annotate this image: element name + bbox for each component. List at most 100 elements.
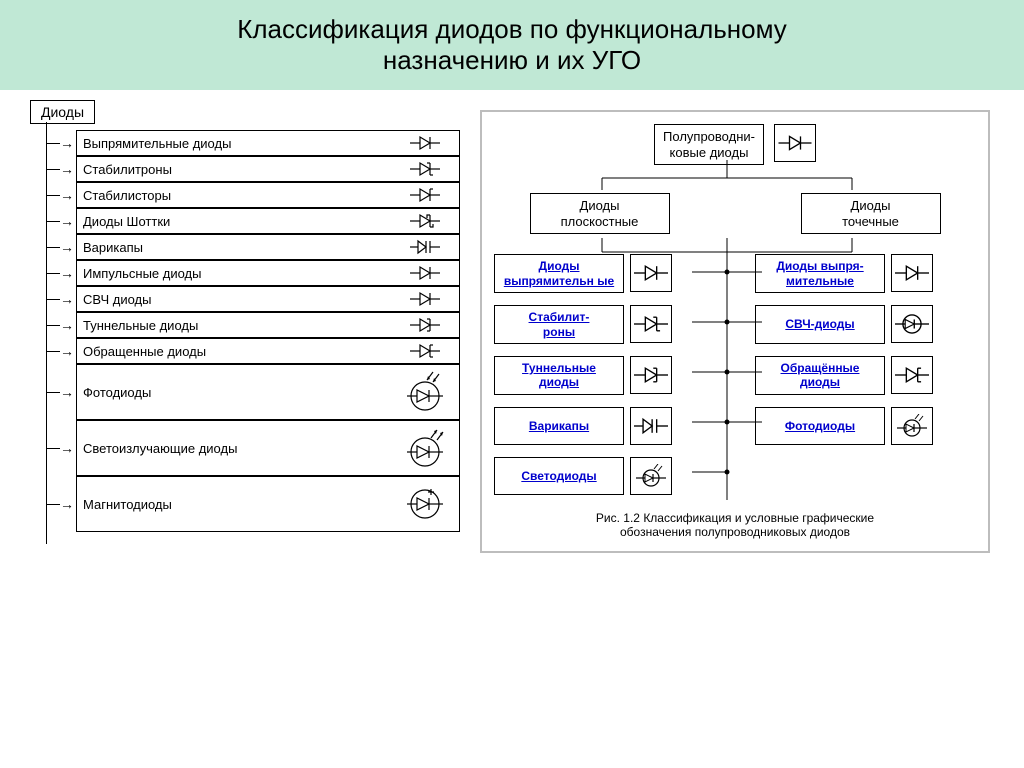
diode-type-row: → Фотодиоды	[60, 364, 460, 420]
root-label-l2: ковые диоды	[670, 145, 749, 160]
arrow-icon: →	[60, 135, 74, 151]
diode-subtype-link[interactable]: СВЧ-диоды	[755, 305, 885, 344]
diode-subtype-link[interactable]: Варикапы	[494, 407, 624, 445]
diode-type-row: → Импульсные диоды	[60, 260, 460, 286]
diode-subtype-link[interactable]: Туннельные диоды	[494, 356, 624, 395]
tunnel-icon	[630, 356, 672, 394]
diode-type-box: Фотодиоды	[76, 364, 460, 420]
diode-subtype-link[interactable]: Диоды выпрямительн ые	[494, 254, 624, 293]
photo-icon	[397, 370, 453, 414]
diode-subtype-link[interactable]: Обращённые диоды	[755, 356, 885, 395]
diode-type-box: Туннельные диоды	[76, 312, 460, 338]
led-circle-icon	[630, 457, 672, 495]
diode-subtype-item: СВЧ-диоды	[755, 305, 976, 344]
arrow-icon: →	[60, 239, 74, 255]
title-line2: назначению и их УГО	[383, 45, 641, 75]
diode-subtype-link[interactable]: Светодиоды	[494, 457, 624, 495]
diode-icon	[397, 289, 453, 309]
arrow-icon: →	[60, 440, 74, 456]
diode-subtype-item: Стабилит-роны	[494, 305, 715, 344]
arrow-icon: →	[60, 213, 74, 229]
diode-type-box: Диоды Шоттки	[76, 208, 460, 234]
diode-type-box: Импульсные диоды	[76, 260, 460, 286]
arrow-icon: →	[60, 384, 74, 400]
diode-type-box: СВЧ диоды	[76, 286, 460, 312]
diode-subtype-item: Светодиоды	[494, 457, 715, 495]
root-diodes: Диоды	[30, 100, 95, 124]
root-semiconductor-diodes: Полупроводни- ковые диоды	[654, 124, 764, 165]
diode-type-label: Обращенные диоды	[83, 344, 206, 359]
diode-type-box: Светоизлучающие диоды	[76, 420, 460, 476]
arrow-icon: →	[60, 317, 74, 333]
right-classification-panel: Полупроводни- ковые диоды	[480, 110, 990, 553]
diode-type-row: → Магнитодиоды	[60, 476, 460, 532]
left-classification-tree: Диоды → Выпрямительные диоды → Стабилитроны…	[30, 90, 460, 553]
planar-diodes: Диоды плоскостные	[530, 193, 670, 234]
schottky-icon	[397, 211, 453, 231]
diode-type-row: → Стабилисторы	[60, 182, 460, 208]
diode-subtype-item: Обращённые диоды	[755, 356, 976, 395]
diode-type-box: Стабилитроны	[76, 156, 460, 182]
circle-diode-icon	[891, 305, 933, 343]
arrow-icon: →	[60, 187, 74, 203]
diode-subtype-link[interactable]: Стабилит-роны	[494, 305, 624, 344]
diode-type-label: Магнитодиоды	[83, 497, 172, 512]
diode-type-label: Выпрямительные диоды	[83, 136, 231, 151]
diode-icon	[891, 254, 933, 292]
varicap-icon	[397, 237, 453, 257]
diode-subtype-item: Диоды выпря-мительные	[755, 254, 976, 293]
diode-subtype-link[interactable]: Диоды выпря-мительные	[755, 254, 885, 293]
root-label: Диоды	[41, 104, 84, 120]
diode-type-label: Импульсные диоды	[83, 266, 201, 281]
arrow-icon: →	[60, 265, 74, 281]
diode-type-box: Стабилисторы	[76, 182, 460, 208]
diode-type-label: Светоизлучающие диоды	[83, 441, 237, 456]
page-title: Классификация диодов по функциональному …	[0, 0, 1024, 90]
diode-type-row: → Туннельные диоды	[60, 312, 460, 338]
diode-subtype-item: Диоды выпрямительн ые	[494, 254, 715, 293]
backward-icon	[397, 341, 453, 361]
varicap-icon	[630, 407, 672, 445]
diode-type-box: Магнитодиоды	[76, 476, 460, 532]
diode-type-row: →Обращенные диоды	[60, 338, 460, 364]
diode-subtype-item: Туннельные диоды	[494, 356, 715, 395]
diode-subtype-item: Фотодиоды	[755, 407, 976, 445]
diode-icon	[630, 254, 672, 292]
diode-type-label: Фотодиоды	[83, 385, 151, 400]
diode-type-box: Обращенные диоды	[76, 338, 460, 364]
diode-type-row: → СВЧ диоды	[60, 286, 460, 312]
diode-type-label: Варикапы	[83, 240, 143, 255]
diode-type-box: Варикапы	[76, 234, 460, 260]
title-line1: Классификация диодов по функциональному	[237, 14, 787, 44]
diode-subtype-item: Варикапы	[494, 407, 715, 445]
diode-icon	[397, 133, 453, 153]
arrow-icon: →	[60, 291, 74, 307]
zener-icon	[630, 305, 672, 343]
zener2-icon	[397, 185, 453, 205]
led-icon	[397, 426, 453, 470]
arrow-icon: →	[60, 161, 74, 177]
backward-icon	[891, 356, 933, 394]
diode-subtype-link[interactable]: Фотодиоды	[755, 407, 885, 445]
diode-type-label: Стабилисторы	[83, 188, 171, 203]
diode-type-row: → Диоды Шоттки	[60, 208, 460, 234]
figure-caption: Рис. 1.2 Классификация и условные графич…	[494, 511, 976, 539]
diode-type-label: Стабилитроны	[83, 162, 172, 177]
diode-icon	[397, 263, 453, 283]
point-diodes: Диоды точечные	[801, 193, 941, 234]
diode-type-row: → Варикапы	[60, 234, 460, 260]
diode-type-row: → Выпрямительные диоды	[60, 130, 460, 156]
diode-type-row: → Стабилитроны	[60, 156, 460, 182]
tunnel-icon	[397, 315, 453, 335]
diode-type-label: Диоды Шоттки	[83, 214, 170, 229]
root-label-l1: Полупроводни-	[663, 129, 755, 144]
arrow-icon: →	[60, 496, 74, 512]
diode-type-label: СВЧ диоды	[83, 292, 151, 307]
magneto-icon	[397, 482, 453, 526]
diode-type-row: → Светоизлучающие диоды	[60, 420, 460, 476]
tree-connector	[46, 122, 47, 544]
zener-icon	[397, 159, 453, 179]
diode-type-box: Выпрямительные диоды	[76, 130, 460, 156]
photo-circle-icon	[891, 407, 933, 445]
diode-type-label: Туннельные диоды	[83, 318, 198, 333]
